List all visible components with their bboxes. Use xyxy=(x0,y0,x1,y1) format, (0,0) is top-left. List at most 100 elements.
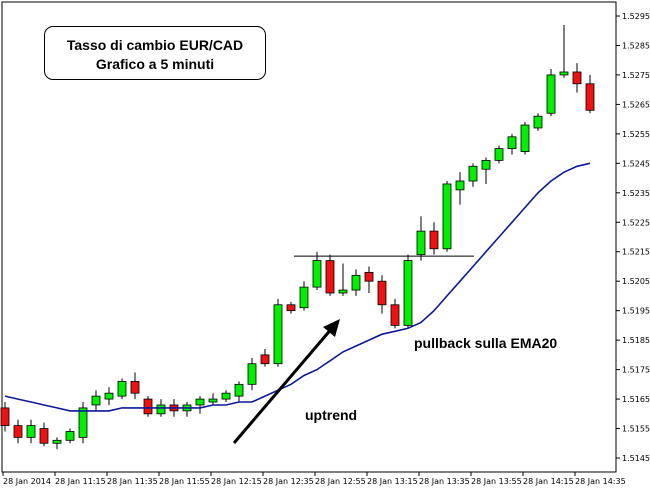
plot-frame xyxy=(1,1,617,473)
candle-body xyxy=(533,115,543,129)
candle-body xyxy=(156,404,166,415)
candle-body xyxy=(585,83,595,111)
x-tick-label: 28 Jan 11:15 xyxy=(55,477,106,486)
candle xyxy=(416,216,426,261)
candle xyxy=(91,390,101,411)
candle-body xyxy=(429,230,439,250)
candle xyxy=(104,387,114,405)
candle xyxy=(481,157,491,184)
y-tick-label: 1.5255 xyxy=(622,130,650,139)
candle-body xyxy=(65,431,75,441)
plot-border xyxy=(1,1,617,473)
candle xyxy=(182,402,192,417)
candle xyxy=(559,24,569,78)
y-tick-label: 1.5205 xyxy=(622,277,650,286)
candle xyxy=(351,269,361,296)
candle-body xyxy=(247,363,257,385)
candle-body xyxy=(455,180,465,191)
candle-body xyxy=(468,165,478,182)
pullback-label: pullback sulla EMA20 xyxy=(414,335,558,351)
candle xyxy=(429,222,439,255)
candle-body xyxy=(273,304,283,365)
candle-body xyxy=(520,124,530,152)
candle-body xyxy=(325,260,335,294)
x-tick-label: 28 Jan 12:15 xyxy=(211,477,262,486)
candle-body xyxy=(299,286,309,309)
candle xyxy=(273,298,283,367)
ema20-line-group xyxy=(4,162,591,412)
candle xyxy=(325,254,335,296)
candle-body xyxy=(0,407,10,426)
y-tick-label: 1.5265 xyxy=(622,100,650,109)
candle-body xyxy=(91,395,101,406)
y-tick-label: 1.5235 xyxy=(622,189,650,198)
candle xyxy=(520,122,530,155)
candle xyxy=(546,69,556,117)
candle-body xyxy=(507,136,517,150)
candle-body xyxy=(26,425,36,438)
candle xyxy=(468,163,478,187)
candle xyxy=(377,275,387,314)
candle-body xyxy=(481,159,491,170)
y-tick-label: 1.5145 xyxy=(622,454,650,463)
candle-body xyxy=(195,398,205,406)
y-tick-label: 1.5285 xyxy=(622,41,650,50)
x-tick-label: 28 Jan 13:55 xyxy=(471,477,522,486)
candle xyxy=(260,348,270,367)
candle-body xyxy=(364,271,374,282)
chart-subtitle: Grafico a 5 minuti xyxy=(95,56,215,72)
y-tick-label: 1.5295 xyxy=(622,12,650,21)
candle xyxy=(338,263,348,296)
candle xyxy=(52,437,62,450)
y-tick-label: 1.5195 xyxy=(622,307,650,316)
candle-body xyxy=(338,289,348,294)
candle xyxy=(299,281,309,311)
candle-body xyxy=(559,71,569,76)
candle-body xyxy=(78,407,88,438)
candle xyxy=(585,74,595,114)
candle-body xyxy=(312,260,322,288)
y-tick-label: 1.5215 xyxy=(622,248,650,257)
x-tick-label: 28 Jan 13:15 xyxy=(367,477,418,486)
y-tick-label: 1.5175 xyxy=(622,366,650,375)
candle xyxy=(572,63,582,93)
candle-body xyxy=(442,183,452,250)
candle xyxy=(494,145,504,164)
candle-body xyxy=(13,425,23,438)
candle-body xyxy=(286,304,296,312)
candle xyxy=(195,396,205,414)
candle xyxy=(143,396,153,417)
uptrend-label: uptrend xyxy=(305,407,358,423)
candle xyxy=(26,419,36,444)
candle xyxy=(507,133,517,155)
candle xyxy=(390,298,400,329)
candles xyxy=(0,24,595,450)
y-tick-label: 1.5245 xyxy=(622,159,650,168)
candle xyxy=(130,372,140,400)
candle xyxy=(364,266,374,293)
uptrend-arrow-shaft xyxy=(232,326,335,444)
candle xyxy=(312,251,322,291)
candle xyxy=(403,254,413,329)
candle-body xyxy=(234,383,244,397)
title-box: Tasso di cambio EUR/CAD Grafico a 5 minu… xyxy=(44,26,266,80)
candle-body xyxy=(221,392,231,400)
candle-body xyxy=(130,380,140,394)
x-tick-label: 28 Jan 12:55 xyxy=(315,477,366,486)
x-tick-label: 28 Jan 11:35 xyxy=(107,477,158,486)
y-tick-label: 1.5185 xyxy=(622,336,650,345)
chart-title: Tasso di cambio EUR/CAD xyxy=(66,37,244,53)
candle-body xyxy=(351,274,361,291)
candle xyxy=(455,172,465,205)
candle-body xyxy=(52,439,62,444)
x-tick-label: 28 Jan 14:15 xyxy=(523,477,574,486)
candle-body xyxy=(403,260,413,326)
y-axis: 1.5145 1.5155 1.5165 1.5175 1.5185 1.5195 1.52… xyxy=(616,12,650,463)
candle-body xyxy=(208,398,218,403)
candle xyxy=(247,357,257,391)
candle xyxy=(442,181,452,252)
uptrend-arrow-head xyxy=(323,319,340,337)
candle-body xyxy=(143,398,153,415)
candle xyxy=(234,381,244,403)
candle-body xyxy=(377,280,387,306)
